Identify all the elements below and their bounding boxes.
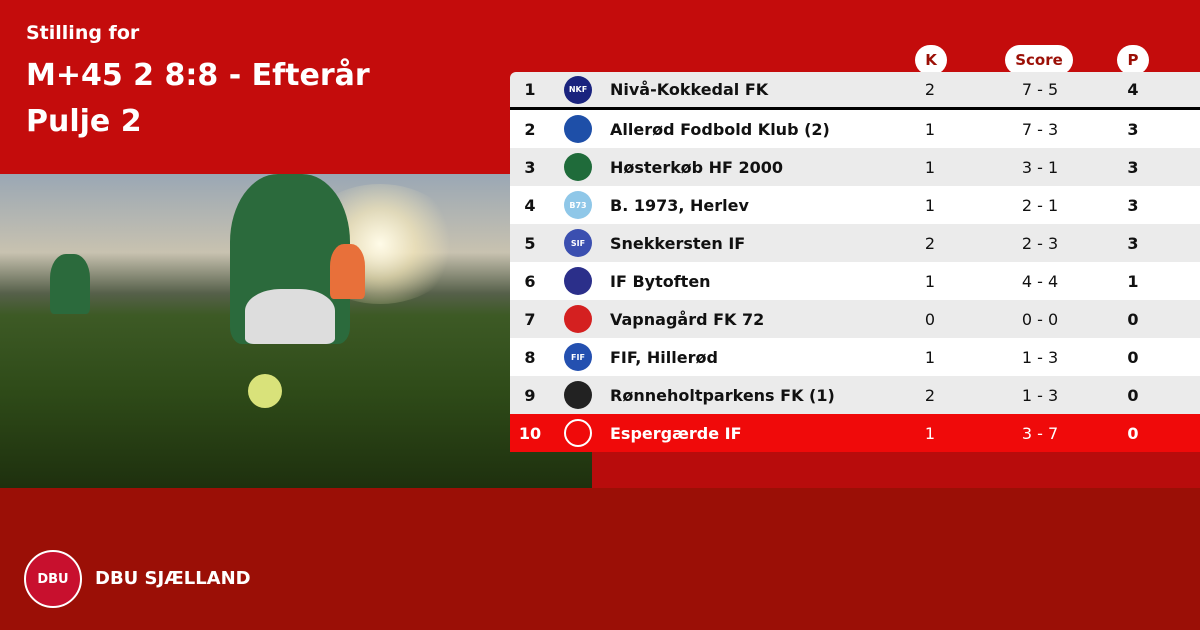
team-name: FIF, Hillerød	[610, 347, 718, 367]
table-row[interactable]: 4 B73 B. 1973, Herlev 1 2 - 1 3	[510, 186, 1200, 224]
position: 3	[524, 157, 536, 177]
position: 1	[524, 80, 536, 99]
points: 3	[1127, 157, 1139, 177]
score: 0 - 0	[1021, 309, 1059, 329]
table-row[interactable]: 9 Rønneholtparkens FK (1) 2 1 - 3 0	[510, 376, 1200, 414]
team-name: B. 1973, Herlev	[610, 195, 749, 215]
team-name: Espergærde IF	[610, 423, 742, 443]
table-row[interactable]: 8 FIF FIF, Hillerød 1 1 - 3 0	[510, 338, 1200, 376]
table-row[interactable]: 2 Allerød Fodbold Klub (2) 1 7 - 3 3	[510, 110, 1200, 148]
points: 3	[1127, 119, 1139, 139]
team-name: Rønneholtparkens FK (1)	[610, 385, 835, 405]
matches-played: 1	[924, 271, 936, 291]
team-name: IF Bytoften	[610, 271, 711, 291]
team-crest-icon: FIF	[564, 343, 592, 371]
team-crest-icon	[564, 115, 592, 143]
decorative-band	[592, 452, 1200, 488]
table-row[interactable]: 5 SIF Snekkersten IF 2 2 - 3 3	[510, 224, 1200, 262]
score: 7 - 5	[1021, 80, 1059, 99]
column-header-k: K	[915, 45, 947, 75]
score: 2 - 3	[1021, 233, 1059, 253]
points: 0	[1127, 423, 1139, 443]
football-photo	[0, 174, 592, 488]
score: 7 - 3	[1021, 119, 1059, 139]
page-title: M+45 2 8:8 - Efterår	[26, 58, 370, 93]
position: 9	[524, 385, 536, 405]
score: 1 - 3	[1021, 347, 1059, 367]
team-crest-icon: NKF	[564, 75, 592, 104]
points: 3	[1127, 195, 1139, 215]
dbu-logo: DBU	[24, 550, 82, 608]
position: 7	[524, 309, 536, 329]
table-row[interactable]: 7 Vapnagård FK 72 0 0 - 0 0	[510, 300, 1200, 338]
points: 0	[1127, 347, 1139, 367]
position: 8	[524, 347, 536, 367]
matches-played: 1	[924, 347, 936, 367]
score: 3 - 1	[1021, 157, 1059, 177]
logo-text: DBU	[37, 571, 69, 587]
crest-text: FIF	[571, 352, 585, 362]
position: 2	[524, 119, 536, 139]
team-crest-icon	[564, 419, 592, 447]
team-crest-icon	[564, 305, 592, 333]
matches-played: 1	[924, 423, 936, 443]
team-name: Vapnagård FK 72	[610, 309, 765, 329]
score: 4 - 4	[1021, 271, 1059, 291]
matches-played: 1	[924, 195, 936, 215]
subtitle: Stilling for	[26, 22, 140, 44]
column-header-score: Score	[1005, 45, 1073, 75]
team-crest-icon: B73	[564, 191, 592, 219]
group-label: Pulje 2	[26, 104, 142, 139]
score: 2 - 1	[1021, 195, 1059, 215]
team-crest-icon	[564, 153, 592, 181]
table-row[interactable]: 10 Espergærde IF 1 3 - 7 0	[510, 414, 1200, 452]
table-row[interactable]: 3 Høsterkøb HF 2000 1 3 - 1 3	[510, 148, 1200, 186]
team-crest-icon	[564, 381, 592, 409]
points: 4	[1127, 80, 1139, 99]
crest-text: B73	[569, 200, 587, 210]
column-header-p: P	[1117, 45, 1149, 75]
points: 0	[1127, 385, 1139, 405]
table-row[interactable]: 6 IF Bytoften 1 4 - 4 1	[510, 262, 1200, 300]
points: 0	[1127, 309, 1139, 329]
matches-played: 0	[924, 309, 936, 329]
score: 3 - 7	[1021, 423, 1059, 443]
position: 5	[524, 233, 536, 253]
brand-name: DBU SJÆLLAND	[95, 568, 251, 589]
position: 4	[524, 195, 536, 215]
matches-played: 1	[924, 157, 936, 177]
team-name: Allerød Fodbold Klub (2)	[610, 119, 830, 139]
crest-text: NKF	[568, 85, 588, 94]
footer	[0, 488, 1200, 630]
team-crest-icon	[564, 267, 592, 295]
matches-played: 2	[924, 233, 936, 253]
points: 1	[1127, 271, 1139, 291]
matches-played: 2	[924, 80, 936, 99]
position: 10	[518, 423, 542, 443]
table-row[interactable]: 1 NKF Nivå-Kokkedal FK 2 7 - 5 4	[510, 72, 1200, 110]
position: 6	[524, 271, 536, 291]
points: 3	[1127, 233, 1139, 253]
team-name: Snekkersten IF	[610, 233, 746, 253]
crest-text: SIF	[570, 238, 586, 248]
team-name: Nivå-Kokkedal FK	[610, 80, 769, 99]
matches-played: 1	[924, 119, 936, 139]
score: 1 - 3	[1021, 385, 1059, 405]
matches-played: 2	[924, 385, 936, 405]
team-crest-icon: SIF	[564, 229, 592, 257]
team-name: Høsterkøb HF 2000	[610, 157, 784, 177]
